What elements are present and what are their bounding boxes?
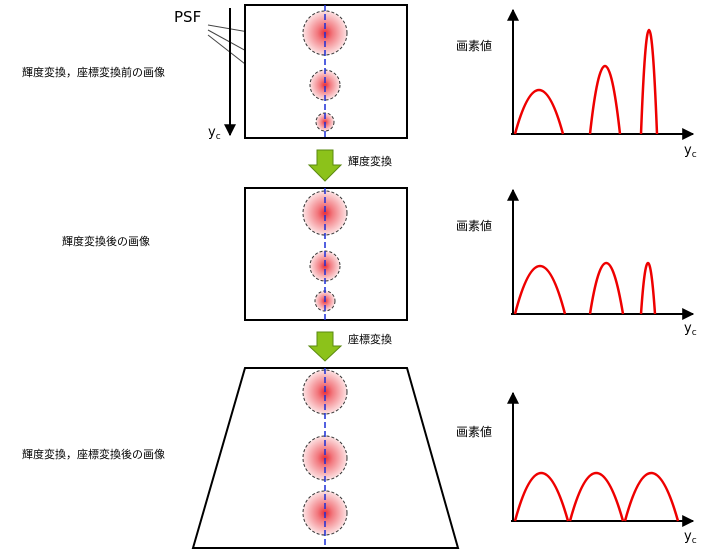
graph-xlabel: yc [684, 529, 697, 546]
transform-label: 輝度変換 [348, 154, 392, 168]
caption: 輝度変換，座標変換前の画像 [22, 65, 165, 79]
transform-arrow [309, 150, 341, 181]
graph-xlabel: yc [684, 321, 697, 338]
xlabel-sub: c [692, 536, 697, 546]
graph-ylabel: 画素値 [456, 424, 492, 439]
axis-sub: c [216, 132, 221, 142]
xlabel-sub: c [692, 150, 697, 160]
axis-label: yc [208, 125, 221, 142]
curve [515, 30, 657, 134]
curve [515, 263, 655, 314]
caption: 輝度変換，座標変換後の画像 [22, 447, 165, 461]
transform-arrow [309, 332, 341, 361]
xlabel-sub: c [692, 328, 697, 338]
transform-label: 座標変換 [348, 332, 392, 346]
graph-ylabel: 画素値 [456, 218, 492, 233]
curve [515, 473, 678, 521]
graph-ylabel: 画素値 [456, 38, 492, 53]
caption: 輝度変換後の画像 [62, 234, 150, 248]
graph-xlabel: yc [684, 143, 697, 160]
psf-label: PSF [174, 8, 201, 26]
diagram: 輝度変換，座標変換前の画像 PSF yc 輝度変換 輝度変換後の画像 座標変換 … [0, 0, 704, 552]
